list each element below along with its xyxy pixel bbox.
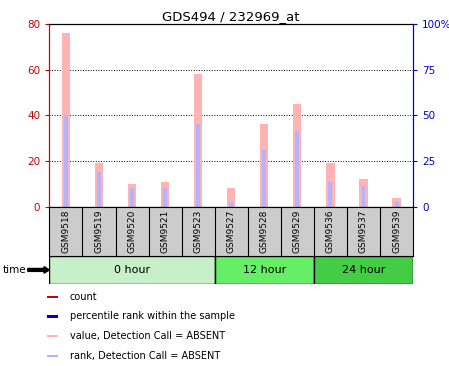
Bar	[161, 182, 169, 207]
Bar	[229, 202, 233, 207]
Text: percentile rank within the sample: percentile rank within the sample	[70, 311, 235, 321]
Bar	[293, 104, 301, 207]
Text: GSM9536: GSM9536	[326, 210, 335, 253]
Text: GSM9523: GSM9523	[194, 210, 202, 253]
Text: 12 hour: 12 hour	[242, 265, 286, 275]
Bar	[260, 124, 269, 207]
Text: count: count	[70, 292, 97, 302]
Bar	[95, 163, 103, 207]
Bar	[196, 124, 200, 207]
Bar	[47, 315, 58, 318]
Bar	[47, 335, 58, 337]
Bar	[359, 179, 368, 207]
Bar	[194, 74, 202, 207]
Bar	[395, 202, 399, 207]
Text: GSM9520: GSM9520	[128, 210, 136, 253]
Bar	[215, 256, 314, 284]
Bar	[163, 188, 167, 207]
Bar	[328, 182, 332, 207]
Bar	[62, 33, 70, 207]
Bar	[314, 256, 413, 284]
Text: 0 hour: 0 hour	[114, 265, 150, 275]
Bar	[326, 163, 335, 207]
Text: GSM9519: GSM9519	[94, 210, 103, 253]
Text: GSM9539: GSM9539	[392, 210, 401, 253]
Bar	[130, 188, 134, 207]
Bar	[295, 131, 299, 207]
Text: GSM9521: GSM9521	[161, 210, 170, 253]
Text: rank, Detection Call = ABSENT: rank, Detection Call = ABSENT	[70, 351, 220, 361]
Bar	[47, 355, 58, 357]
Bar	[97, 172, 101, 207]
Bar	[128, 184, 136, 207]
Bar	[361, 186, 365, 207]
Bar	[49, 256, 215, 284]
Bar	[262, 150, 266, 207]
Text: GSM9528: GSM9528	[260, 210, 269, 253]
Text: value, Detection Call = ABSENT: value, Detection Call = ABSENT	[70, 331, 225, 341]
Text: GSM9527: GSM9527	[227, 210, 236, 253]
Bar	[47, 296, 58, 298]
Title: GDS494 / 232969_at: GDS494 / 232969_at	[163, 10, 300, 23]
Bar	[227, 188, 235, 207]
Text: GSM9537: GSM9537	[359, 210, 368, 253]
Text: GSM9518: GSM9518	[62, 210, 70, 253]
Bar	[64, 115, 68, 207]
Text: time: time	[2, 265, 26, 275]
Text: GSM9529: GSM9529	[293, 210, 302, 253]
Bar	[392, 198, 401, 207]
Text: 24 hour: 24 hour	[342, 265, 385, 275]
